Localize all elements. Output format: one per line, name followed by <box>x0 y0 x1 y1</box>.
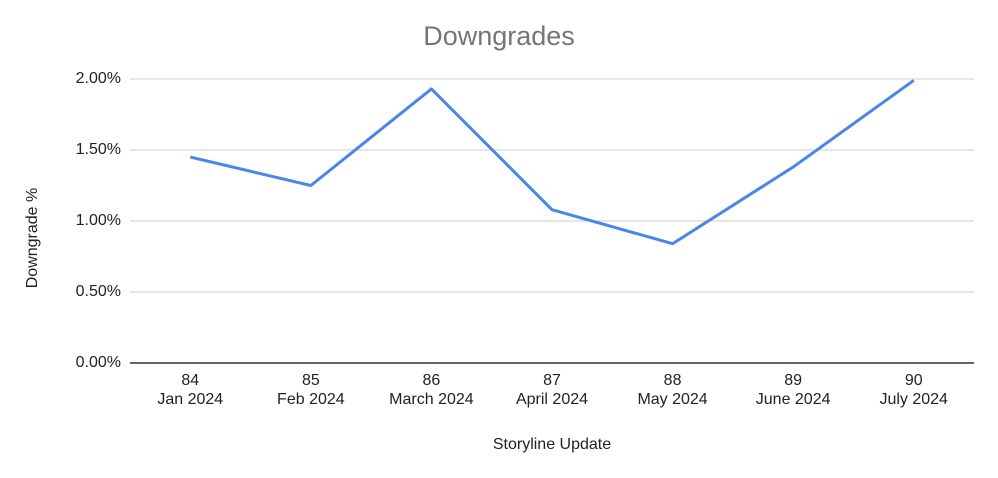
x-tick-label: 85 <box>302 372 320 389</box>
y-tick-label: 1.50% <box>76 141 121 158</box>
x-tick-label: 88 <box>664 372 682 389</box>
x-tick-label: June 2024 <box>756 391 831 408</box>
x-tick-label: April 2024 <box>516 391 588 408</box>
chart-title: Downgrades <box>423 21 575 51</box>
x-tick-label: 86 <box>423 372 441 389</box>
x-tick-label: 90 <box>905 372 923 389</box>
x-tick-label: 87 <box>543 372 561 389</box>
y-tick-label: 2.00% <box>76 70 121 87</box>
y-axis-title: Downgrade % <box>24 188 41 289</box>
x-tick-label: Jan 2024 <box>157 391 223 408</box>
x-axis-title: Storyline Update <box>493 436 611 453</box>
x-tick-label: May 2024 <box>637 391 707 408</box>
y-tick-label: 0.00% <box>76 354 121 371</box>
x-tick-label: March 2024 <box>389 391 474 408</box>
x-tick-label: Feb 2024 <box>277 391 345 408</box>
data-line <box>189 79 915 246</box>
x-tick-label: 84 <box>181 372 199 389</box>
y-tick-label: 1.00% <box>76 212 121 229</box>
y-tick-label: 0.50% <box>76 283 121 300</box>
x-tick-label: 89 <box>784 372 802 389</box>
x-tick-label: July 2024 <box>879 391 948 408</box>
